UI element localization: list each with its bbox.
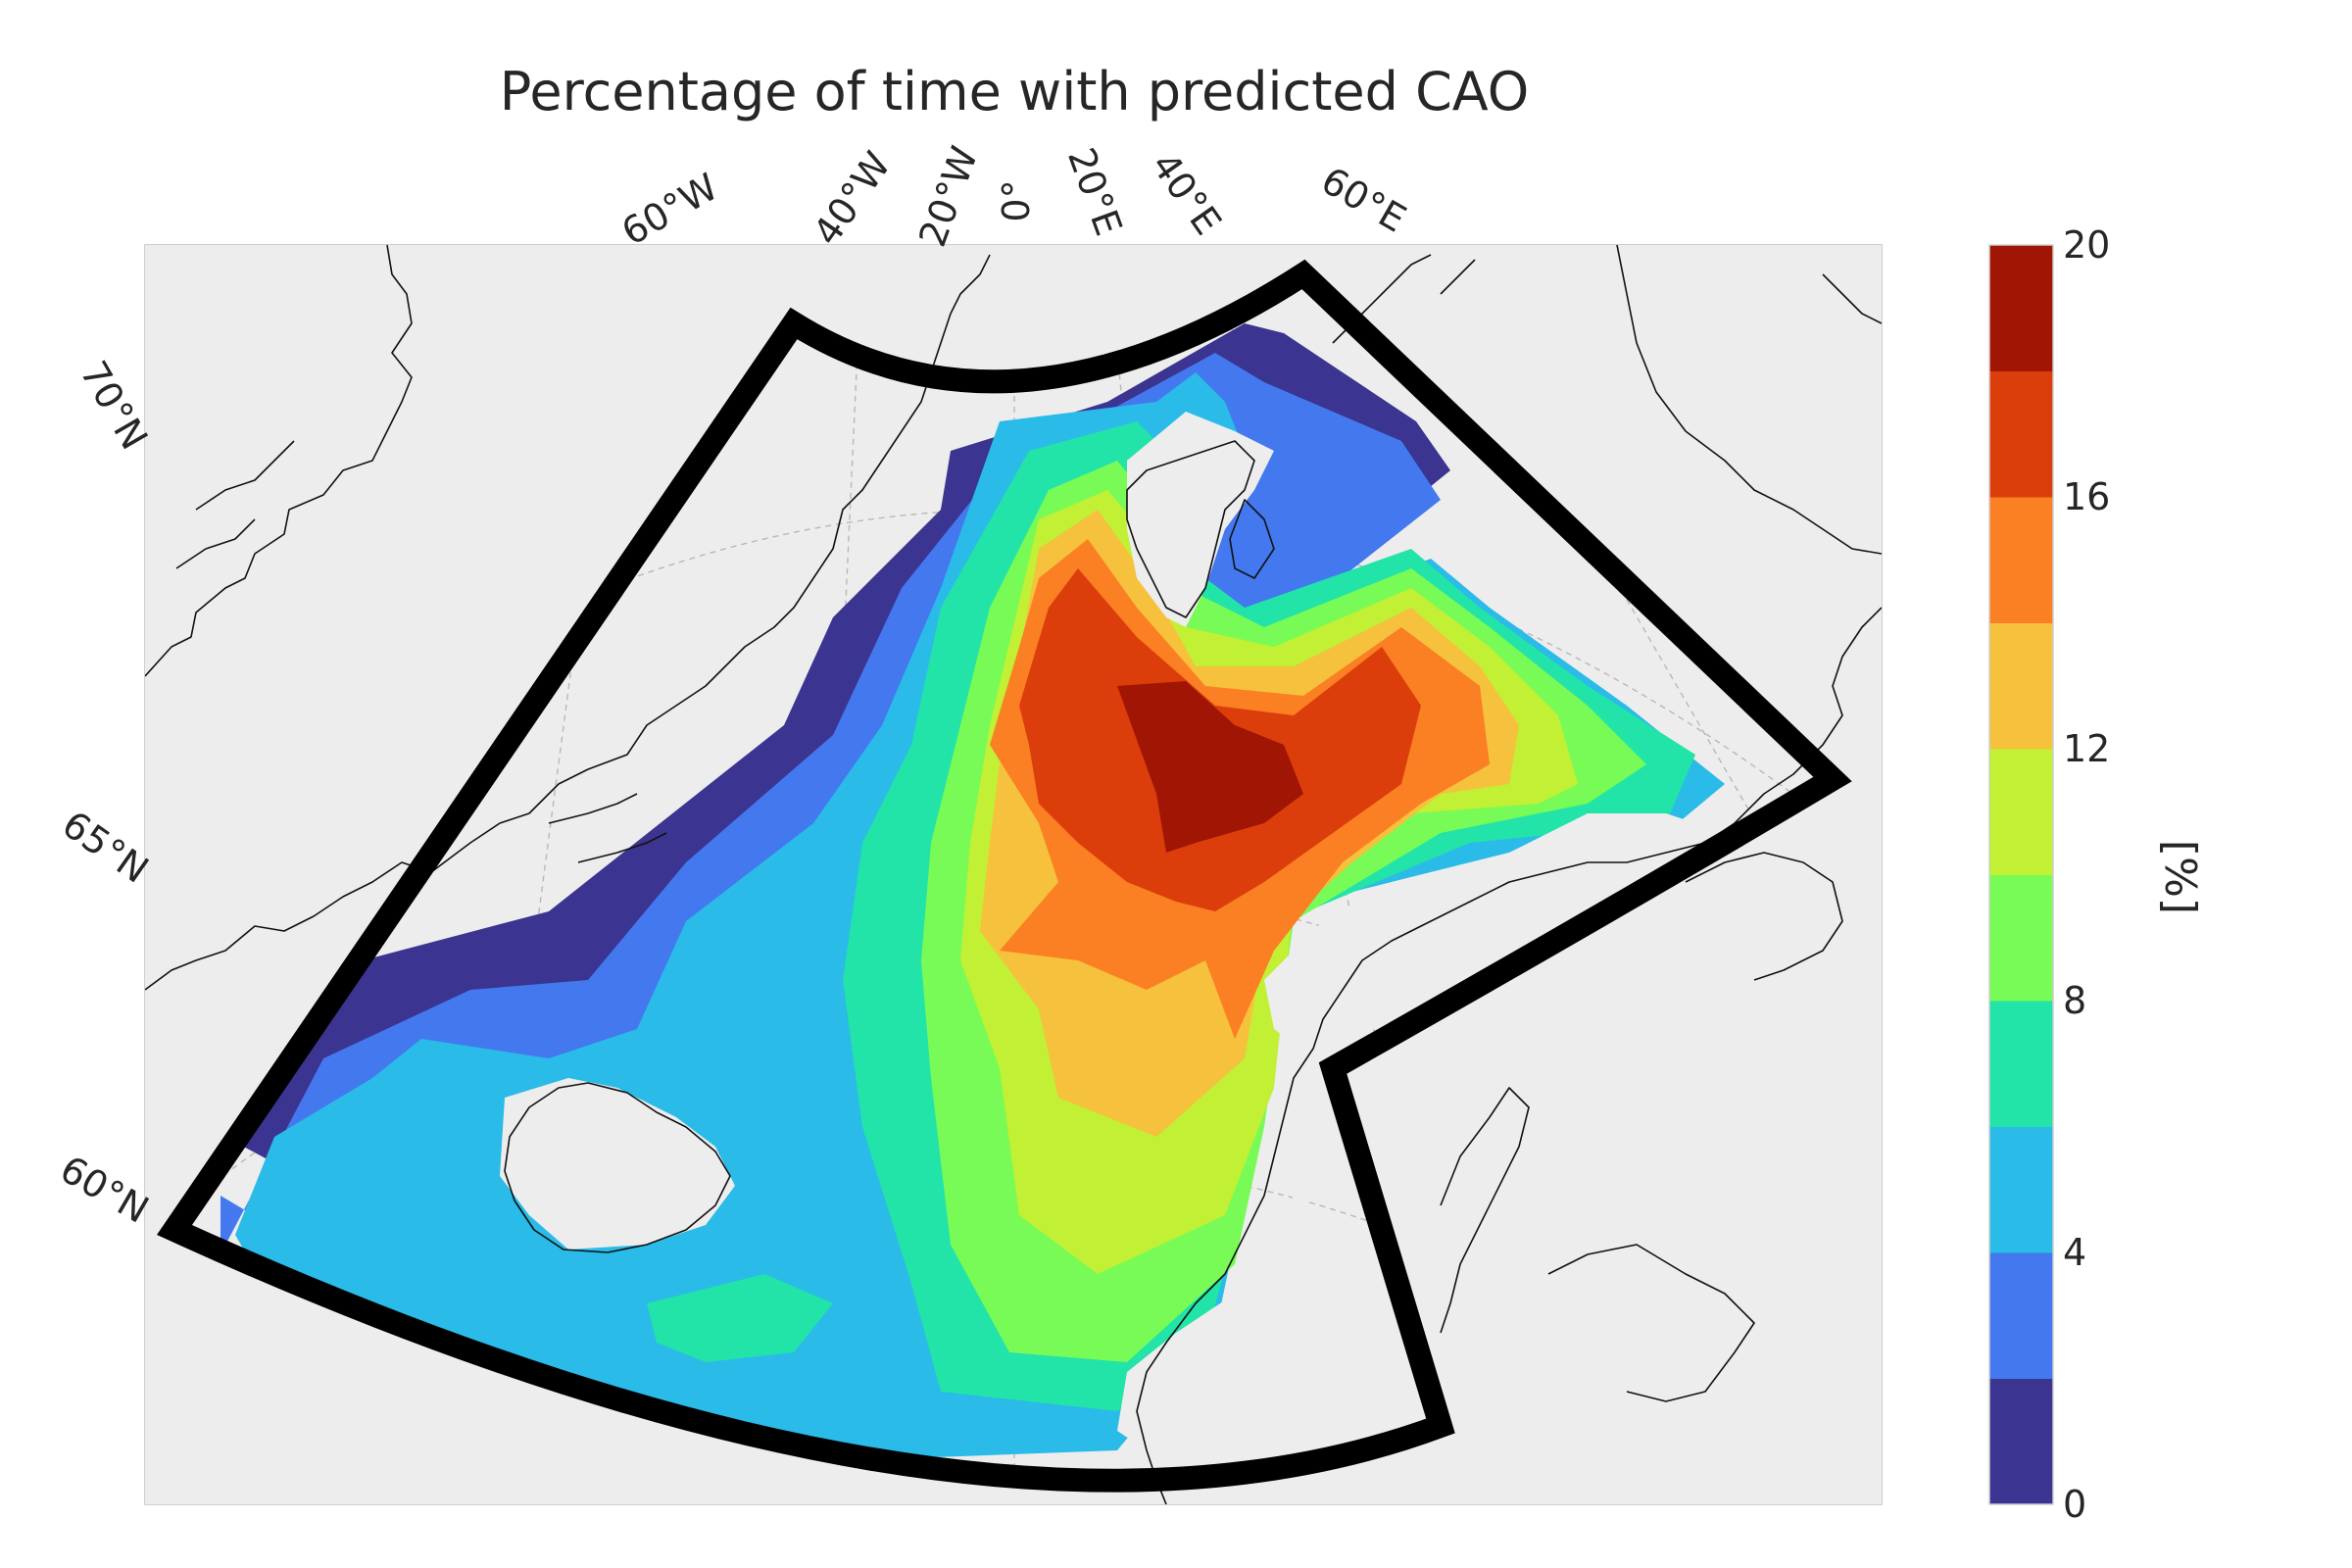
plot-title: Percentage of time with predicted CAO <box>500 61 1530 122</box>
colorbar-band-14-16 <box>1989 497 2053 623</box>
lon-label-60e: 60°E <box>1314 159 1413 241</box>
lat-label-60n: 60°N <box>53 1148 156 1232</box>
coastline-svalbard <box>1126 440 1275 618</box>
colorbar-tick-4: 4 <box>2063 1231 2086 1274</box>
colorbar-band-16-18 <box>1989 370 2053 498</box>
colorbar-band-0-2 <box>1989 1378 2053 1505</box>
lon-label-0: 0° <box>995 179 1038 221</box>
lon-label-60w: 60°W <box>614 165 725 254</box>
colorbar-band-2-4 <box>1989 1252 2053 1379</box>
lon-label-40e: 40°E <box>1143 144 1229 242</box>
coastline-greenland-east <box>145 254 991 991</box>
colorbar-tick-0: 0 <box>2063 1483 2086 1526</box>
land-mask-norway <box>1117 813 1744 1470</box>
colorbar-tick-12: 12 <box>2063 727 2110 770</box>
coastline-greenland-fjords <box>175 440 667 863</box>
coastline-greenland <box>145 245 413 677</box>
coastline-kola <box>1685 852 1843 981</box>
longitude-labels: 60°W 40°W 20°W 0° 20°E 40°E 60°E <box>614 141 1413 254</box>
contour-band-18-20 <box>1117 681 1303 853</box>
land-mask-iceland <box>500 1078 735 1250</box>
contour-band-6-8-islet <box>647 1274 833 1362</box>
colorbar-frame <box>1988 244 2054 1505</box>
latitude-labels: 70°N 65°N 60°N <box>53 354 156 1232</box>
lon-label-20w: 20°W <box>910 141 986 253</box>
colorbar-band-12-14 <box>1989 622 2053 750</box>
colorbar: 20 16 12 8 4 0 [%] <box>1988 223 2205 1526</box>
colorbar-band-6-8 <box>1989 1001 2053 1127</box>
lat-label-70n: 70°N <box>72 354 156 457</box>
colorbar-band-8-10 <box>1989 874 2053 1002</box>
colorbar-label: [%] <box>2155 840 2205 914</box>
colorbar-tick-16: 16 <box>2063 475 2110 518</box>
colorbar-tick-20: 20 <box>2063 223 2110 267</box>
colorbar-tick-8: 8 <box>2063 979 2086 1022</box>
map-panel <box>144 244 1883 1505</box>
region-outline <box>157 259 1852 1493</box>
colorbar-band-18-20 <box>1989 245 2053 371</box>
lon-label-40w: 40°W <box>805 144 899 253</box>
lat-label-65n: 65°N <box>55 803 157 892</box>
lon-label-20e: 20°E <box>1059 142 1131 241</box>
colorbar-ticks: 20 16 12 8 4 0 <box>2063 223 2110 1526</box>
colorbar-bands <box>1989 245 2053 1505</box>
colorbar-band-4-6 <box>1989 1126 2053 1253</box>
coastline-baltic <box>1440 1087 1755 1402</box>
coastline-iceland <box>504 1082 731 1253</box>
colorbar-band-10-12 <box>1989 749 2053 875</box>
coastline-russia <box>1616 245 1882 555</box>
